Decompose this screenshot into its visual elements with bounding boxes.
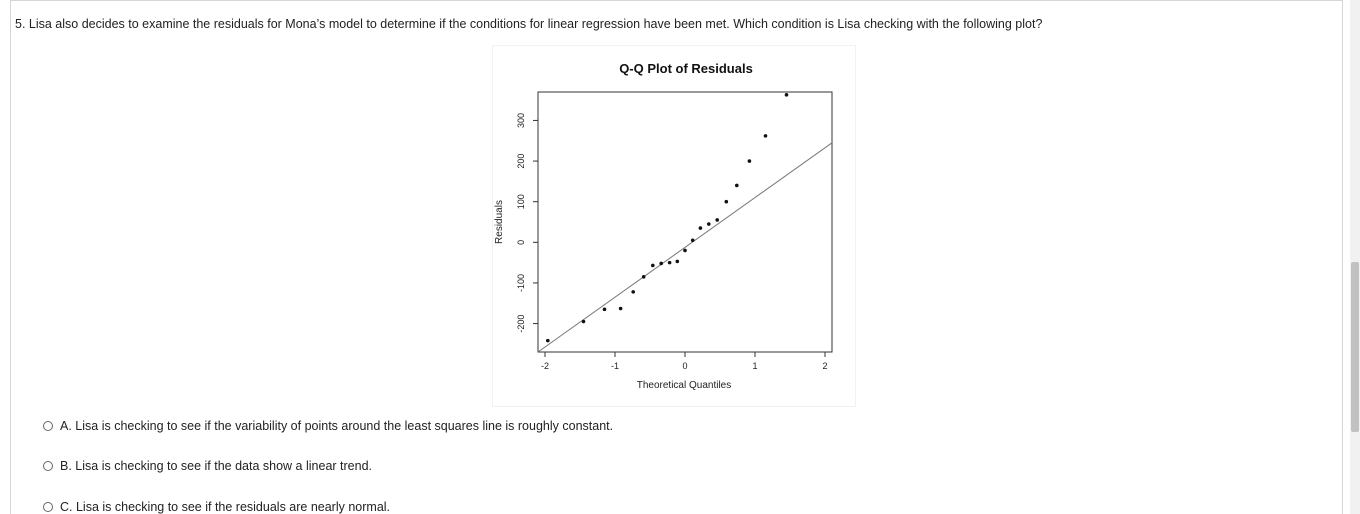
choice-c-letter: C. bbox=[60, 500, 73, 514]
qq-plot-svg: Q-Q Plot of Residuals -2 -1 0 1 2 -200 -100 0 100… bbox=[494, 61, 833, 391]
choice-a[interactable]: A. Lisa is checking to see if the variab… bbox=[43, 419, 613, 433]
data-point bbox=[581, 319, 586, 324]
data-point bbox=[715, 218, 719, 222]
scrollbar-thumb[interactable] bbox=[1351, 262, 1359, 432]
question-text: 5. Lisa also decides to examine the resi… bbox=[15, 17, 1043, 31]
y-tick-label: -100 bbox=[516, 274, 526, 292]
scrollbar-track[interactable] bbox=[1350, 0, 1360, 514]
data-point bbox=[698, 226, 703, 230]
data-point bbox=[641, 275, 646, 279]
choice-a-letter: A. bbox=[60, 419, 72, 433]
radio-c[interactable] bbox=[43, 502, 53, 512]
data-point bbox=[618, 306, 623, 311]
content-frame bbox=[10, 0, 1343, 514]
y-tick-label: 300 bbox=[516, 113, 526, 128]
x-tick-label: 2 bbox=[822, 361, 827, 371]
radio-b[interactable] bbox=[43, 461, 53, 471]
data-point bbox=[659, 261, 663, 266]
choice-b-letter: B. bbox=[60, 459, 72, 473]
radio-a[interactable] bbox=[43, 421, 53, 431]
choice-a-text: Lisa is checking to see if the variabili… bbox=[75, 419, 614, 433]
plot-frame bbox=[537, 91, 833, 353]
x-tick-label: 1 bbox=[752, 361, 757, 371]
data-point bbox=[735, 183, 739, 188]
y-axis-label: Residuals bbox=[494, 200, 505, 244]
data-point bbox=[651, 263, 655, 268]
choice-c-text: Lisa is checking to see if the residuals… bbox=[75, 500, 391, 514]
x-tick-label: -1 bbox=[611, 361, 619, 371]
data-point bbox=[675, 259, 680, 264]
data-point bbox=[784, 93, 789, 97]
chart-title: Q-Q Plot of Residuals bbox=[619, 61, 753, 76]
data-point bbox=[683, 248, 687, 253]
data-point bbox=[747, 159, 752, 163]
data-point bbox=[690, 238, 695, 243]
y-tick-label: 0 bbox=[516, 240, 526, 245]
qq-reference-line bbox=[537, 142, 833, 353]
y-tick-label: 100 bbox=[516, 194, 526, 209]
y-tick-label: 200 bbox=[516, 154, 526, 169]
data-point bbox=[707, 222, 711, 226]
data-point bbox=[667, 260, 672, 265]
x-tick-label: 0 bbox=[682, 361, 687, 371]
choice-b[interactable]: B. Lisa is checking to see if the data s… bbox=[43, 459, 372, 473]
data-point bbox=[724, 199, 729, 204]
x-axis-label: Theoretical Quantiles bbox=[637, 380, 732, 391]
data-point bbox=[631, 290, 635, 294]
qq-plot-figure: Q-Q Plot of Residuals -2 -1 0 1 2 -200 -100 0 100… bbox=[493, 46, 855, 406]
data-point bbox=[546, 338, 550, 343]
x-tick-label: -2 bbox=[541, 361, 549, 371]
y-tick-label: -200 bbox=[516, 315, 526, 333]
choice-b-text: Lisa is checking to see if the data show… bbox=[75, 459, 372, 473]
choice-c[interactable]: C. Lisa is checking to see if the residu… bbox=[43, 500, 390, 514]
data-point bbox=[763, 134, 768, 138]
data-point bbox=[602, 307, 607, 312]
